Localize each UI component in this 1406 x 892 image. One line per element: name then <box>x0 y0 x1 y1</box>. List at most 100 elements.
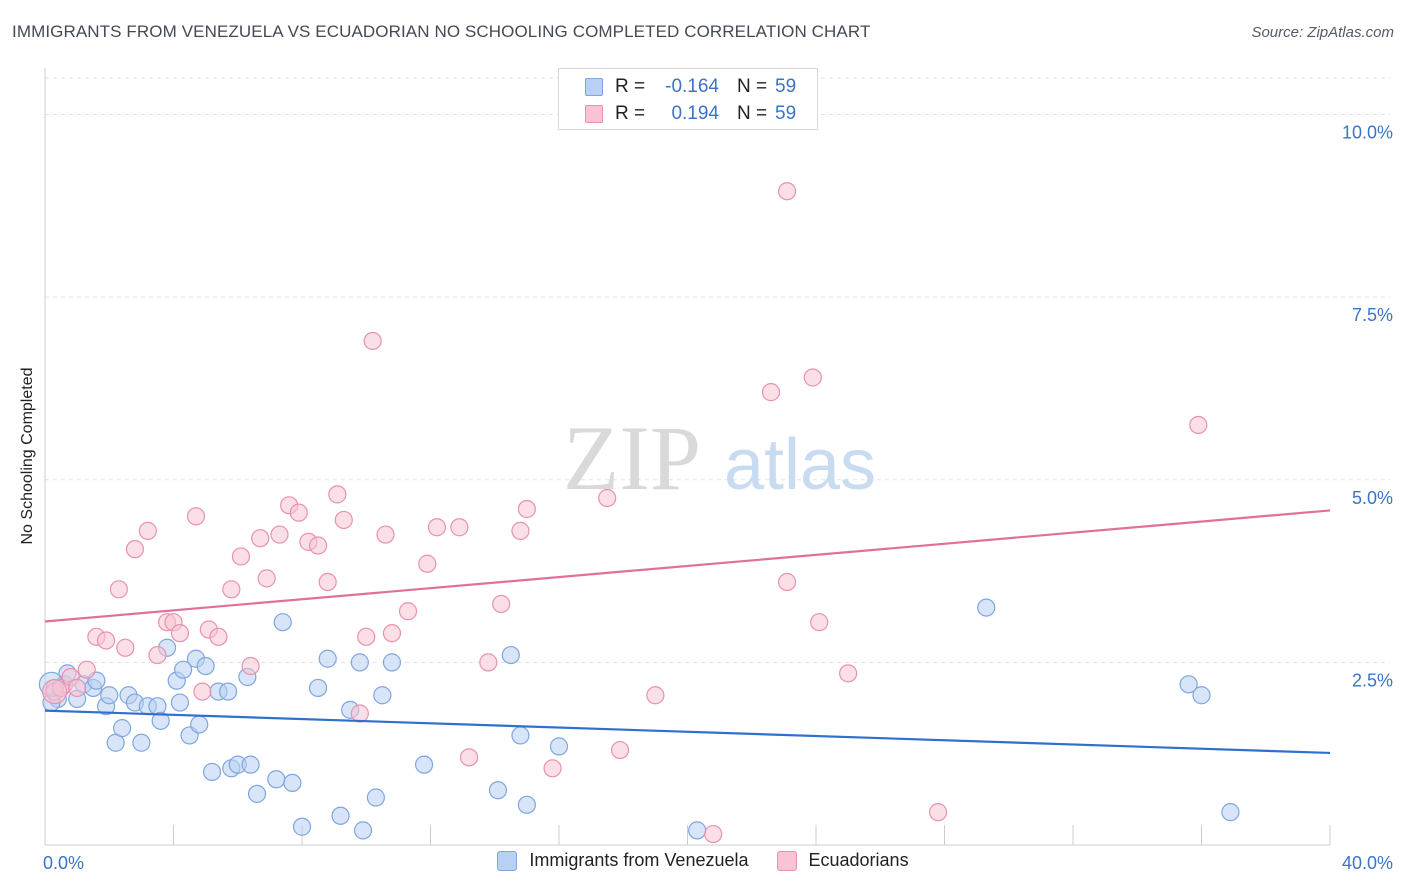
n-label: N = <box>737 103 768 124</box>
data-point <box>186 507 206 526</box>
data-point <box>363 331 382 351</box>
data-point-cluster <box>42 678 68 705</box>
data-point <box>318 572 337 592</box>
data-point <box>68 678 87 698</box>
data-point <box>777 572 797 592</box>
r-label: R = <box>615 103 646 124</box>
data-point <box>219 682 238 701</box>
data-point <box>193 682 212 701</box>
data-point <box>112 719 132 738</box>
data-point <box>209 627 228 646</box>
correlation-legend: R = -0.164 N = 59 R = 0.194 N = 59 <box>558 68 818 130</box>
legend-swatch-blue <box>497 850 518 871</box>
series-legend: Immigrants from Venezuela Ecuadorians <box>0 850 1406 871</box>
data-point <box>492 594 511 614</box>
axes <box>44 68 1331 846</box>
y-tick-label: 5.0% <box>1352 488 1393 508</box>
ecuadorian-points <box>42 182 1208 844</box>
data-point <box>1189 415 1208 435</box>
trend-lines <box>44 509 1331 755</box>
tick-labels: 2.5% 5.0% 7.5% 10.0% 0.0% 40.0% <box>43 123 1393 873</box>
data-point <box>77 660 96 679</box>
data-point <box>350 653 369 672</box>
n-label: N = <box>737 76 768 97</box>
data-point <box>459 748 479 767</box>
data-point <box>222 580 241 599</box>
legend-row-ecuadorians: R = 0.194 N = 59 <box>585 102 796 126</box>
data-point <box>257 569 276 588</box>
data-point <box>810 613 829 632</box>
r-value: 0.194 <box>671 103 719 124</box>
data-point <box>688 821 707 840</box>
y-tick-label: 10.0% <box>1342 123 1393 143</box>
data-point <box>517 795 536 814</box>
data-point <box>132 733 151 752</box>
data-point <box>273 613 292 632</box>
data-point <box>414 755 434 774</box>
data-point <box>247 784 267 803</box>
data-point <box>270 525 289 544</box>
legend-swatch-blue <box>585 78 603 96</box>
x-tick-label-max: 40.0% <box>1342 853 1393 873</box>
data-point <box>241 755 260 774</box>
data-point <box>704 824 723 844</box>
data-point <box>1192 686 1211 705</box>
data-point <box>138 521 157 540</box>
data-point <box>501 645 520 665</box>
data-point <box>398 602 418 621</box>
data-point <box>190 715 209 734</box>
data-point <box>511 726 530 745</box>
legend-item-ecuadorians: Ecuadorians <box>776 850 909 871</box>
data-point <box>610 740 630 760</box>
data-point <box>202 762 222 782</box>
venezuela-trend-line <box>44 709 1331 755</box>
data-point <box>283 773 302 793</box>
data-point <box>116 638 135 657</box>
data-point <box>549 737 569 756</box>
data-point <box>308 678 328 698</box>
r-value: -0.164 <box>665 76 719 97</box>
data-point <box>328 485 347 504</box>
data-point <box>777 182 797 201</box>
data-point <box>977 598 996 617</box>
data-point <box>928 803 948 822</box>
data-point <box>761 383 781 402</box>
data-point <box>334 510 353 530</box>
data-point <box>251 529 270 548</box>
r-label: R = <box>615 76 646 97</box>
n-value: 59 <box>775 76 797 97</box>
data-point <box>646 686 665 705</box>
data-point <box>241 656 260 676</box>
data-point <box>479 653 498 672</box>
data-point <box>839 664 858 683</box>
data-point <box>318 649 337 668</box>
data-point <box>373 686 392 705</box>
data-point <box>418 554 437 573</box>
y-tick-label: 7.5% <box>1352 305 1393 325</box>
data-point <box>366 788 385 807</box>
data-point <box>427 518 447 537</box>
data-point <box>196 656 215 676</box>
y-tick-label: 2.5% <box>1352 670 1393 690</box>
data-point <box>267 770 286 789</box>
data-point <box>543 759 562 778</box>
n-value: 59 <box>775 103 797 124</box>
data-point <box>174 660 193 679</box>
legend-label: Immigrants from Venezuela <box>529 850 749 870</box>
data-point <box>803 368 822 387</box>
data-point <box>450 518 469 537</box>
data-point <box>357 627 376 646</box>
gridlines <box>45 77 1390 663</box>
data-point <box>353 821 373 840</box>
data-point <box>289 503 308 522</box>
data-point <box>292 817 312 836</box>
chart-title: IMMIGRANTS FROM VENEZUELA VS ECUADORIAN … <box>12 22 871 41</box>
data-point <box>125 540 145 559</box>
data-point <box>1179 675 1198 694</box>
data-point <box>170 693 190 712</box>
data-point <box>350 704 369 723</box>
data-point <box>598 488 617 508</box>
data-point <box>382 653 402 672</box>
data-point <box>511 521 530 540</box>
